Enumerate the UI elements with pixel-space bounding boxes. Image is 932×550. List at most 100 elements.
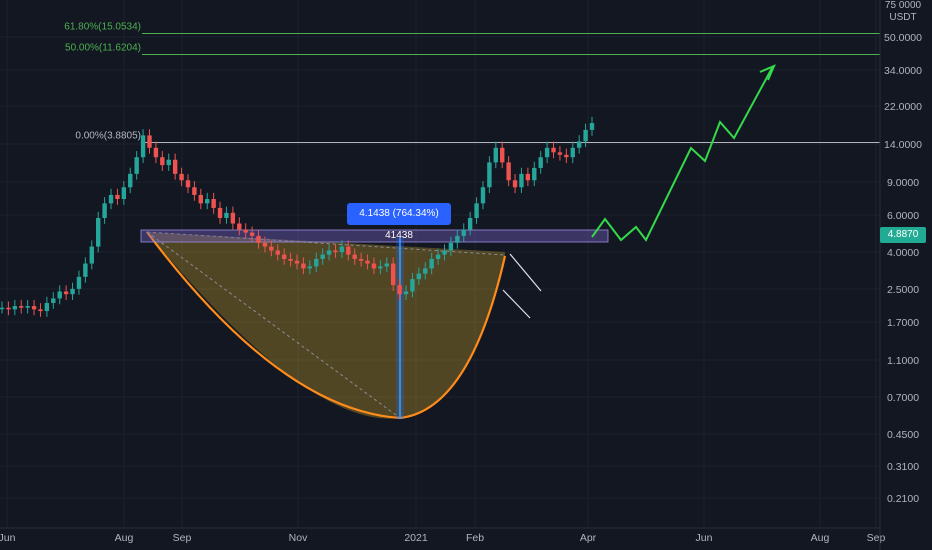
- candle: [83, 263, 88, 277]
- candle: [224, 212, 229, 218]
- candle: [480, 187, 486, 204]
- candle: [467, 217, 473, 230]
- candle: [217, 207, 223, 218]
- candle: [102, 203, 107, 218]
- candle: [557, 152, 563, 155]
- flag-line: [509, 253, 542, 292]
- candle: [314, 258, 319, 267]
- candle: [371, 263, 377, 269]
- y-tick-label: 0.7000: [887, 392, 919, 404]
- candle: [172, 159, 178, 174]
- measure-label: 4.1438 (764.34%) 41438: [347, 203, 451, 241]
- candle: [153, 147, 159, 158]
- candle: [262, 242, 268, 247]
- candle: [589, 123, 595, 130]
- candle: [564, 154, 569, 158]
- candle: [288, 258, 293, 261]
- flag-line: [502, 289, 531, 319]
- measure-box: [140, 229, 609, 243]
- projection-path: [591, 67, 773, 242]
- candle: [538, 157, 543, 168]
- y-tick-label: 4.0000: [887, 247, 919, 259]
- y-tick-label: 0.2100: [887, 493, 919, 505]
- y-axis-unit: 75 0000 USDT: [880, 0, 926, 24]
- candle: [44, 302, 50, 312]
- candle: [384, 263, 389, 267]
- candle: [416, 273, 422, 280]
- candle: [121, 187, 127, 200]
- x-tick-label: Feb: [466, 532, 484, 544]
- candle: [397, 285, 402, 295]
- candle: [423, 268, 428, 274]
- candle: [435, 254, 441, 259]
- x-tick-label: Apr: [580, 532, 597, 544]
- candle: [140, 135, 146, 158]
- x-tick-label: Jun: [0, 532, 16, 544]
- x-tick-label: Aug: [811, 532, 830, 544]
- last-price-tag: 4.8870: [880, 227, 926, 243]
- candle: [198, 194, 204, 204]
- y-axis-currency: USDT: [889, 12, 917, 23]
- candle: [570, 147, 575, 158]
- cup-fill: [147, 232, 505, 419]
- candle: [179, 173, 184, 181]
- y-tick-label: 0.3100: [887, 461, 919, 473]
- candle: [57, 291, 62, 299]
- candle: [0, 307, 5, 310]
- candle: [320, 254, 325, 259]
- candle: [307, 266, 313, 269]
- y-tick-label: 50.0000: [884, 32, 922, 44]
- candle: [128, 173, 133, 188]
- y-tick-label: 6.0000: [887, 210, 919, 222]
- diagonal-dashed: [146, 231, 401, 419]
- projection-arrowhead: [759, 64, 776, 81]
- candle: [108, 194, 114, 204]
- candle: [63, 291, 69, 295]
- candle: [403, 291, 409, 295]
- candle: [147, 135, 152, 148]
- candle: [230, 212, 236, 224]
- candle: [512, 180, 518, 188]
- candle: [115, 194, 120, 200]
- x-tick-label: Aug: [115, 532, 134, 544]
- y-tick-label: 1.7000: [887, 317, 919, 329]
- candle: [532, 167, 537, 181]
- candle: [51, 298, 56, 303]
- candle: [6, 307, 11, 310]
- y-tick-label: 9.0000: [887, 177, 919, 189]
- fib-label: 0.00%(3.8805): [75, 131, 141, 142]
- candle: [583, 129, 588, 142]
- candle: [237, 223, 242, 230]
- y-tick-label: 0.4500: [887, 429, 919, 441]
- candle: [576, 141, 582, 148]
- candle: [275, 250, 280, 255]
- candle: [294, 260, 300, 264]
- y-tick-label: 34.0000: [884, 65, 922, 77]
- x-tick-label: Sep: [867, 532, 886, 544]
- candle: [134, 157, 139, 174]
- candle: [256, 235, 261, 243]
- candle: [243, 229, 248, 233]
- candle: [551, 147, 556, 153]
- candle: [487, 162, 492, 188]
- candle: [38, 309, 43, 312]
- candle: [474, 203, 479, 218]
- candle: [76, 276, 82, 289]
- candle: [185, 180, 191, 188]
- candle: [339, 246, 345, 253]
- candle: [160, 157, 165, 166]
- candle: [31, 306, 37, 310]
- candle: [12, 306, 18, 310]
- x-tick-label: Sep: [173, 532, 192, 544]
- y-axis-top-value: 75 0000: [884, 0, 922, 11]
- candle: [166, 159, 171, 166]
- candle: [211, 199, 216, 208]
- y-tick-label: 2.5000: [887, 284, 919, 296]
- candle: [378, 266, 383, 269]
- candle: [442, 250, 447, 255]
- candle: [25, 306, 30, 308]
- cup-curve: [399, 255, 507, 420]
- candle: [346, 246, 351, 255]
